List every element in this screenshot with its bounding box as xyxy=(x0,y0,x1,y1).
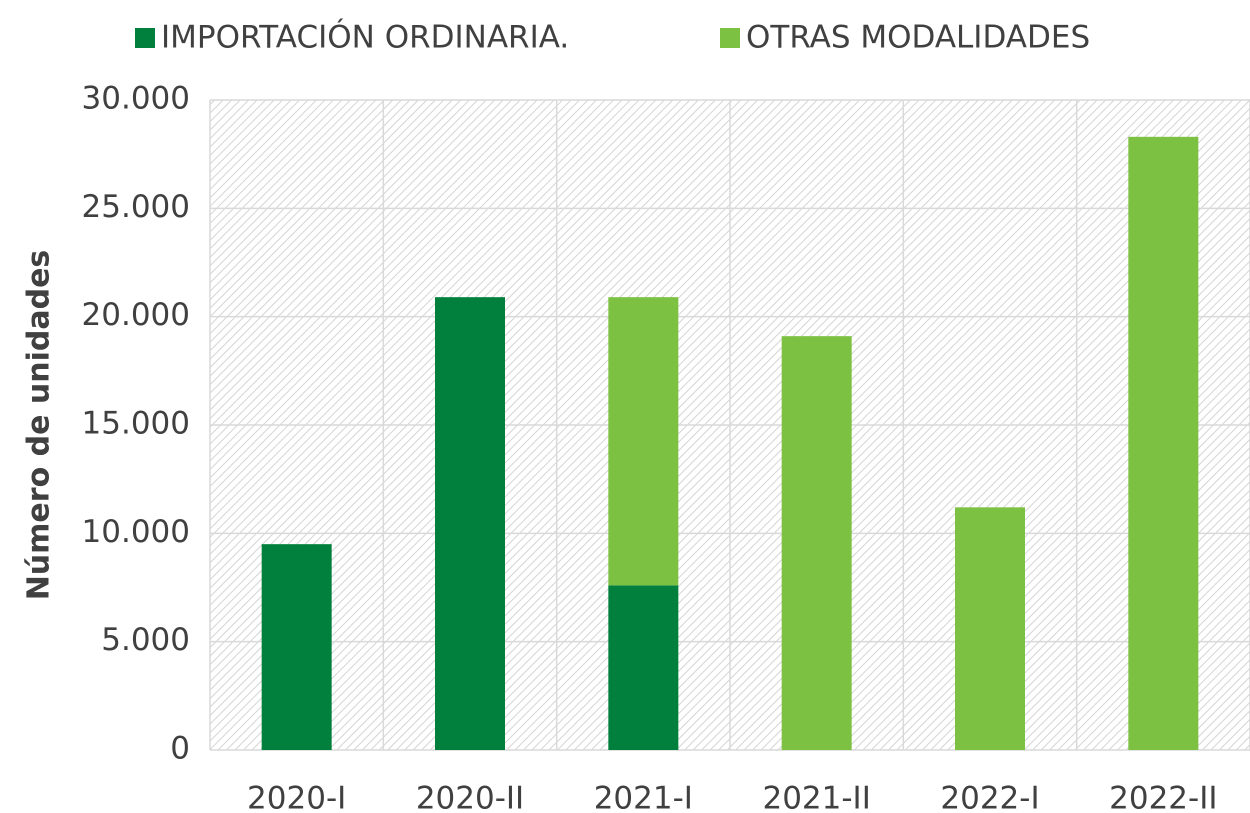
bar-segment xyxy=(781,336,852,750)
y-tick-label: 20.000 xyxy=(82,297,190,333)
y-tick-label: 30.000 xyxy=(82,81,190,117)
x-tick-label: 2022-I xyxy=(940,781,1039,813)
y-tick-label: 25.000 xyxy=(82,189,190,225)
bar-segment xyxy=(261,544,332,750)
legend-label: OTRAS MODALIDADES xyxy=(746,20,1090,56)
y-axis-label: Número de unidades xyxy=(22,250,57,601)
y-tick-label: 15.000 xyxy=(82,406,190,442)
legend-swatch xyxy=(720,28,740,48)
y-tick-label: 10.000 xyxy=(82,514,190,550)
bar-segment xyxy=(435,297,505,750)
bar-segment xyxy=(1128,136,1199,751)
y-tick-label: 0 xyxy=(170,731,190,767)
x-tick-label: 2021-I xyxy=(594,781,693,813)
x-tick-label: 2022-II xyxy=(1109,781,1217,813)
legend-label: IMPORTACIÓN ORDINARIA. xyxy=(161,19,569,56)
x-tick-label: 2020-II xyxy=(416,781,524,813)
y-tick-label: 5.000 xyxy=(101,622,190,658)
x-tick-label: 2020-I xyxy=(247,781,346,813)
bar-segment xyxy=(608,297,679,586)
x-tick-label: 2021-II xyxy=(762,781,870,813)
bar-segment xyxy=(608,585,679,750)
bar-segment xyxy=(955,507,1025,750)
legend-swatch xyxy=(135,28,155,48)
